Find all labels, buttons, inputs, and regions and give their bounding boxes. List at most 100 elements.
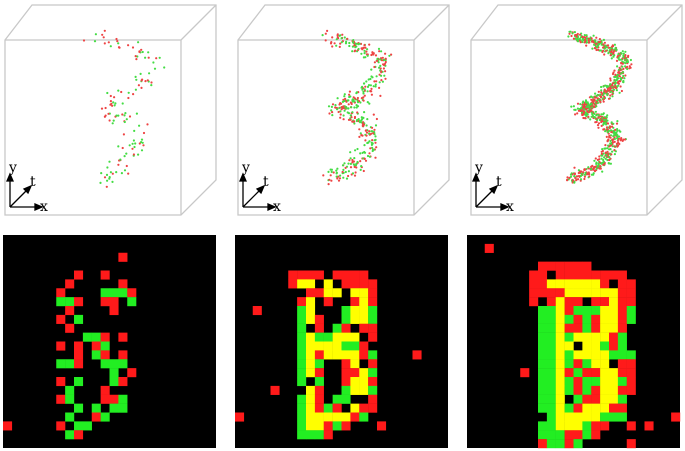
cloud-point: [353, 174, 357, 177]
cloud-point: [597, 43, 600, 46]
map-cell: [3, 421, 13, 431]
cloud-point: [376, 59, 379, 63]
map-cell: [350, 350, 360, 360]
map-cell: [127, 368, 137, 378]
cloud-point: [377, 47, 381, 51]
map-cell: [91, 341, 101, 351]
cloud-point: [135, 78, 138, 81]
cloud-point: [365, 124, 368, 127]
cloud-point: [369, 84, 372, 87]
cloud-point: [155, 57, 158, 60]
cloud-point: [591, 164, 594, 167]
cloud-point: [364, 85, 367, 88]
cloud-point: [128, 115, 132, 118]
map-cell: [350, 306, 360, 316]
map-cell: [600, 394, 610, 404]
map-cell: [297, 359, 307, 369]
cloud-point: [570, 105, 573, 108]
cloud-point: [587, 166, 590, 169]
cloud-point: [113, 104, 116, 107]
cloud-point: [384, 57, 387, 60]
map-cell: [591, 323, 601, 333]
map-cell: [564, 270, 574, 280]
cloud-point: [343, 109, 346, 112]
cloud-point: [371, 146, 374, 149]
cloud-point: [357, 118, 360, 121]
cloud-point: [581, 113, 584, 116]
cloud-point: [580, 172, 583, 175]
cloud-point: [615, 59, 619, 63]
cloud-point: [356, 101, 360, 104]
map-cell: [626, 359, 636, 369]
cloud-point: [140, 138, 144, 141]
cloud-point: [600, 116, 604, 119]
cloud-point: [348, 90, 351, 93]
cloud-point: [609, 136, 612, 139]
cloud-point: [604, 45, 607, 48]
cloud-point: [146, 123, 149, 126]
map-cell: [306, 368, 316, 378]
cloud-point: [602, 158, 605, 162]
cloud-point: [353, 100, 356, 103]
cloud-point: [615, 78, 618, 81]
cloud-point: [573, 175, 576, 178]
cloud-point: [617, 53, 620, 56]
cloud-point: [353, 122, 356, 125]
cloud-point: [349, 166, 353, 169]
cloud-point: [598, 38, 601, 41]
cloud-point: [347, 112, 351, 115]
map-cell: [626, 306, 636, 316]
map-cell: [314, 270, 324, 280]
cloud-point: [361, 118, 364, 121]
cloud-point: [374, 138, 377, 141]
cloud-point: [577, 171, 580, 175]
cloud-point: [147, 51, 150, 54]
cloud-point: [605, 49, 608, 52]
cloud-point: [600, 162, 603, 165]
map-cell: [538, 430, 548, 440]
map-cell: [591, 403, 601, 413]
cloud-point: [606, 150, 609, 153]
map-cell: [546, 385, 556, 395]
cloud-point: [378, 86, 381, 89]
cloud-point: [585, 100, 588, 104]
map-cell: [100, 288, 110, 298]
cloud-point: [584, 173, 587, 176]
cloud-point: [616, 120, 619, 123]
map-cell: [323, 332, 333, 342]
cloud-point: [334, 106, 337, 109]
map-cell: [341, 350, 351, 360]
cloud-point: [600, 120, 603, 124]
map-cell: [617, 341, 627, 351]
map-cell: [600, 403, 610, 413]
cloud-point: [595, 100, 598, 104]
map-cell: [314, 359, 324, 369]
map-cell: [573, 332, 583, 342]
cloud-point: [608, 126, 611, 130]
cloud-point: [135, 58, 138, 61]
cloud-point: [582, 110, 585, 113]
cloud-point: [583, 41, 586, 44]
cloud-point: [596, 165, 599, 168]
cloud-point: [148, 72, 151, 75]
map-cell: [546, 350, 556, 360]
axis-label-t: t: [496, 174, 502, 190]
cloud-point: [613, 134, 616, 137]
cloud-point: [146, 79, 149, 82]
cloud-point: [342, 114, 345, 117]
map-cell: [74, 297, 84, 307]
cloud-point: [595, 114, 598, 117]
cloud-point: [365, 134, 368, 137]
cloud-point: [349, 162, 352, 165]
cloud-point: [587, 171, 590, 174]
cloud-point: [363, 52, 366, 55]
cloud-point: [330, 168, 333, 171]
map-cell: [306, 332, 316, 342]
cloud-point: [602, 113, 605, 116]
cloud-point: [602, 43, 605, 46]
cloud-point: [609, 129, 612, 132]
cloud-point: [122, 133, 125, 136]
cloud-point: [620, 72, 623, 75]
map-cell: [573, 297, 583, 307]
cloud-point: [613, 76, 616, 79]
